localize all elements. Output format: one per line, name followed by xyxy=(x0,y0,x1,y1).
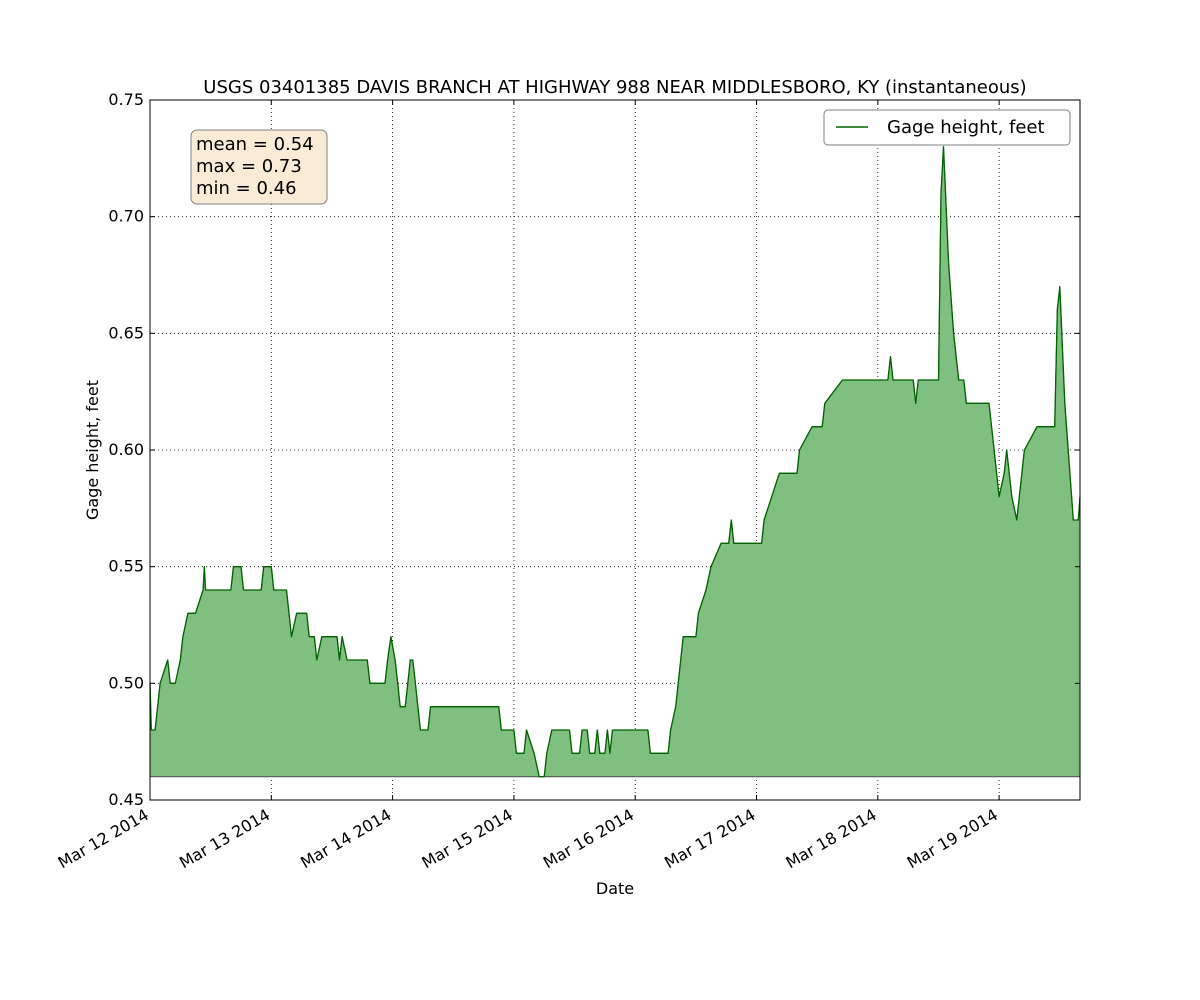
stats-max: max = 0.73 xyxy=(196,156,302,177)
y-tick-label: 0.60 xyxy=(108,440,144,459)
stats-box: mean = 0.54 max = 0.73 min = 0.46 xyxy=(190,129,328,205)
x-tick-label: Mar 15 2014 xyxy=(419,805,516,872)
x-tick-label: Mar 14 2014 xyxy=(297,805,394,872)
y-tick-label: 0.45 xyxy=(108,790,144,809)
y-tick-label: 0.50 xyxy=(108,673,144,692)
x-tick-label: Mar 13 2014 xyxy=(176,805,273,872)
legend-label: Gage height, feet xyxy=(887,117,1045,138)
x-tick-label: Mar 18 2014 xyxy=(782,805,879,872)
legend: Gage height, feet xyxy=(823,109,1071,146)
y-tick-label: 0.55 xyxy=(108,557,144,576)
stats-mean: mean = 0.54 xyxy=(196,134,314,155)
x-axis-label: Date xyxy=(596,879,634,898)
x-tick-label: Mar 16 2014 xyxy=(540,805,637,872)
y-tick-label: 0.65 xyxy=(108,323,144,342)
series-layer xyxy=(149,146,1081,778)
series-line xyxy=(149,146,1081,778)
y-axis-label: Gage height, feet xyxy=(83,380,102,520)
chart-title: USGS 03401385 DAVIS BRANCH AT HIGHWAY 98… xyxy=(203,77,1026,98)
y-tick-label: 0.70 xyxy=(108,207,144,226)
y-tick-label: 0.75 xyxy=(108,90,144,109)
legend-box xyxy=(823,109,1071,146)
x-tick-label: Mar 19 2014 xyxy=(904,805,1001,872)
x-tick-label: Mar 17 2014 xyxy=(661,805,758,872)
stats-min: min = 0.46 xyxy=(196,178,297,199)
x-tick-label: Mar 12 2014 xyxy=(55,805,152,872)
stats-box-background xyxy=(190,129,328,205)
grid xyxy=(150,100,1080,800)
